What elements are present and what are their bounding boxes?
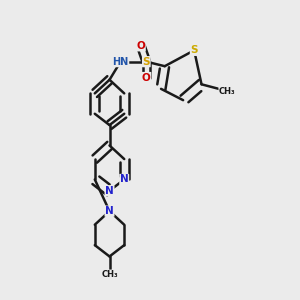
Text: CH₃: CH₃ (101, 270, 118, 279)
Text: S: S (142, 57, 150, 67)
Text: N: N (105, 186, 114, 196)
Text: CH₃: CH₃ (219, 87, 236, 96)
Text: O: O (136, 41, 145, 51)
Text: HN: HN (112, 57, 129, 67)
Text: S: S (190, 45, 198, 55)
Text: N: N (120, 174, 129, 184)
Text: O: O (142, 73, 151, 82)
Text: N: N (105, 206, 114, 216)
